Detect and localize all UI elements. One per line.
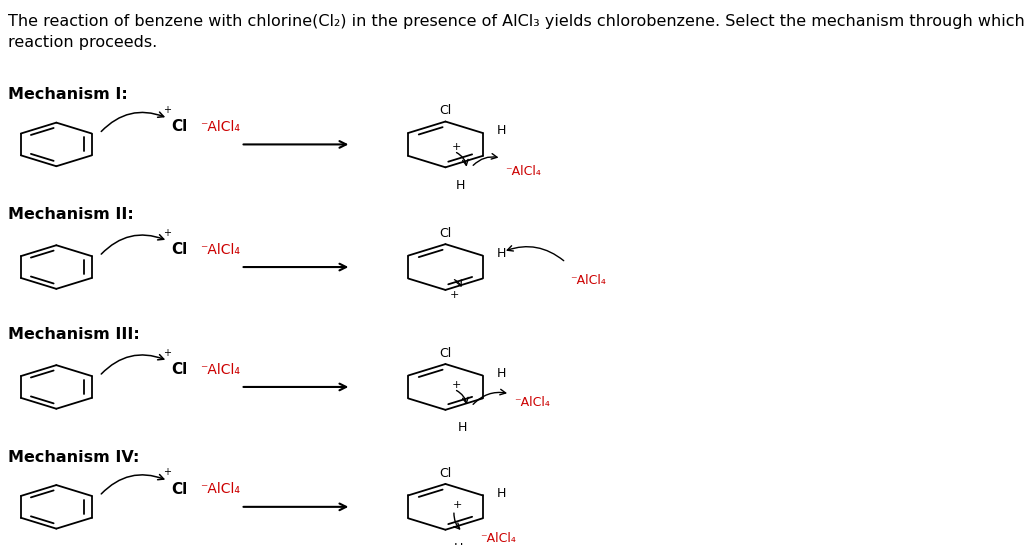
Text: H: H	[497, 247, 507, 260]
Text: ⁻AlCl₄: ⁻AlCl₄	[200, 243, 240, 257]
Text: Cl: Cl	[171, 362, 187, 377]
Text: Mechanism III:: Mechanism III:	[8, 327, 140, 342]
Text: +: +	[452, 142, 461, 152]
Text: Cl: Cl	[439, 467, 452, 480]
Text: +: +	[163, 348, 171, 358]
Text: Cl: Cl	[439, 104, 452, 117]
Text: +: +	[450, 289, 459, 300]
Text: ⁻AlCl₄: ⁻AlCl₄	[506, 165, 542, 178]
Text: reaction proceeds.: reaction proceeds.	[8, 35, 158, 51]
Text: ⁻AlCl₄: ⁻AlCl₄	[200, 362, 240, 377]
Text: ⁻AlCl₄: ⁻AlCl₄	[200, 482, 240, 496]
Text: ⁻AlCl₄: ⁻AlCl₄	[514, 396, 550, 409]
Text: Mechanism II:: Mechanism II:	[8, 207, 134, 222]
Text: ⁻AlCl₄: ⁻AlCl₄	[480, 532, 516, 545]
Text: H: H	[458, 421, 467, 434]
Text: +: +	[454, 500, 463, 510]
Text: The reaction of benzene with chlorine(Cl₂) in the presence of AlCl₃ yields chlor: The reaction of benzene with chlorine(Cl…	[8, 14, 1024, 29]
Text: +: +	[163, 468, 171, 477]
Text: H: H	[497, 124, 507, 137]
Text: Cl: Cl	[439, 227, 452, 240]
Text: ⁻AlCl₄: ⁻AlCl₄	[200, 120, 240, 134]
Text: +: +	[452, 380, 461, 390]
Text: Cl: Cl	[171, 119, 187, 135]
Text: Cl: Cl	[171, 482, 187, 497]
Text: +: +	[163, 105, 171, 115]
Text: +: +	[163, 228, 171, 238]
Text: Mechanism I:: Mechanism I:	[8, 87, 128, 102]
Text: Cl: Cl	[171, 242, 187, 257]
Text: Mechanism IV:: Mechanism IV:	[8, 450, 139, 465]
Text: ⁻AlCl₄: ⁻AlCl₄	[570, 274, 606, 287]
Text: Cl: Cl	[439, 347, 452, 360]
Text: H: H	[497, 367, 507, 380]
Text: H: H	[454, 542, 463, 545]
Text: H: H	[456, 179, 465, 192]
Text: H: H	[497, 487, 507, 500]
